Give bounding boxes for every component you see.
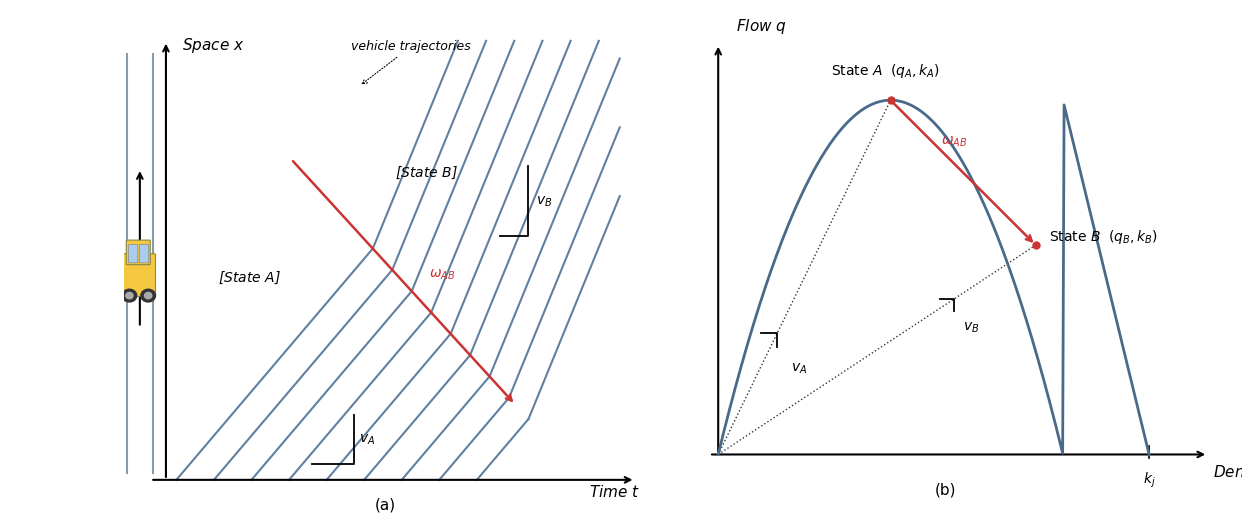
Circle shape (125, 293, 133, 299)
Text: $v_A$: $v_A$ (791, 361, 807, 376)
Circle shape (140, 289, 155, 302)
Text: $Flow\ q$: $Flow\ q$ (737, 17, 787, 36)
Text: $v_B$: $v_B$ (537, 194, 553, 208)
Text: State $A$  $(q_A,k_A)$: State $A$ $(q_A,k_A)$ (831, 62, 940, 80)
Text: $Space\ x$: $Space\ x$ (181, 37, 245, 56)
Text: $\omega_{AB}$: $\omega_{AB}$ (430, 267, 456, 282)
FancyBboxPatch shape (128, 244, 138, 263)
Text: [State $B$]: [State $B$] (395, 165, 458, 181)
Circle shape (144, 293, 152, 299)
Text: [State $A$]: [State $A$] (219, 270, 281, 286)
Text: $Density\ k$: $Density\ k$ (1212, 462, 1242, 481)
Text: $Time\ t$: $Time\ t$ (590, 485, 641, 500)
Text: vehicle trajectories: vehicle trajectories (351, 40, 471, 84)
Text: State $B$  $(q_B,k_B)$: State $B$ $(q_B,k_B)$ (1049, 228, 1159, 246)
Text: $v_B$: $v_B$ (963, 321, 980, 335)
Text: $k_j$: $k_j$ (1143, 471, 1155, 490)
Circle shape (122, 289, 137, 302)
Text: $v_A$: $v_A$ (359, 432, 375, 446)
FancyBboxPatch shape (127, 240, 150, 264)
Text: $\omega_{AB}$: $\omega_{AB}$ (941, 134, 968, 149)
FancyBboxPatch shape (139, 244, 149, 263)
FancyBboxPatch shape (123, 254, 155, 297)
Text: (b): (b) (934, 483, 956, 498)
Text: (a): (a) (374, 497, 396, 513)
